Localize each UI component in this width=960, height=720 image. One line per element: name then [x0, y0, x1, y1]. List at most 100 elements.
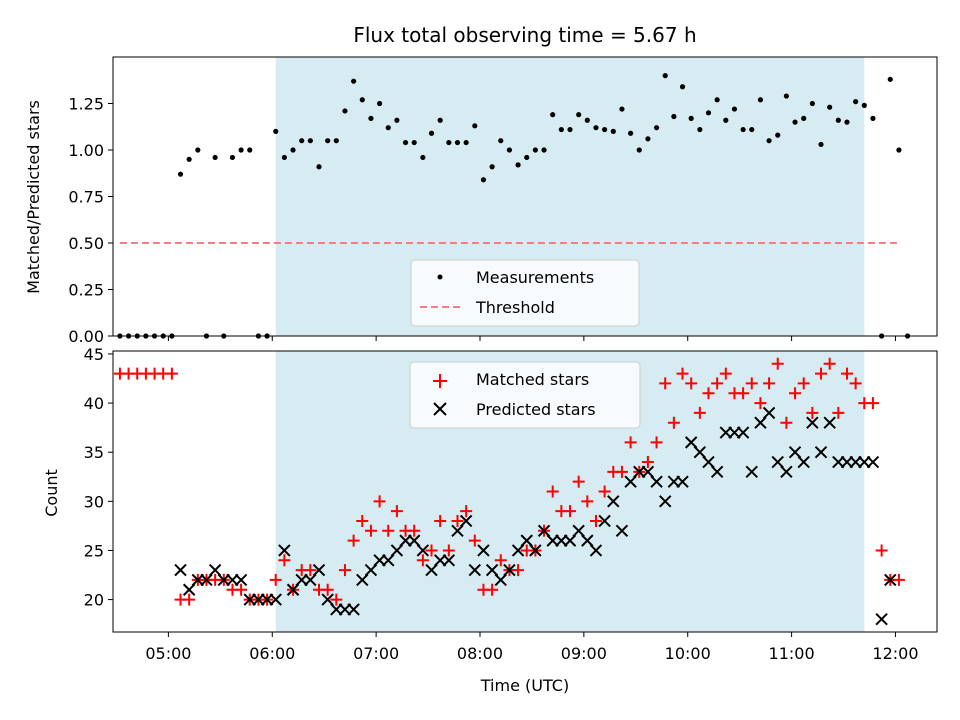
matched-star-point [347, 534, 360, 547]
bottom-x-tick-label: 09:00 [561, 644, 607, 663]
bottom-x-tick-label: 08:00 [457, 644, 503, 663]
measurement-point [385, 125, 391, 131]
measurement-point [238, 147, 244, 153]
measurement-point [844, 119, 850, 125]
measurement-point [602, 126, 608, 133]
predicted-star-point [200, 573, 213, 587]
matched-star-point [494, 554, 507, 567]
matched-star-point [416, 554, 429, 567]
predicted-star-point [520, 534, 533, 547]
measurement-point [299, 138, 305, 144]
top-panel: 0.00 0.25 0.50 0.75 1.00 1.25 Matched/Predict… [24, 56, 938, 346]
matched-star-point [806, 406, 819, 419]
matched-star-point [892, 573, 905, 586]
bottom-y-tick-label: 45 [84, 345, 104, 364]
legend-measurements-marker [437, 274, 443, 280]
predicted-star-point [529, 544, 542, 557]
matched-star-point [183, 593, 196, 606]
matched-star-point [434, 514, 447, 527]
top-y-tick-label: 0.50 [68, 234, 104, 253]
predicted-star-point [866, 455, 880, 469]
measurement-point [610, 128, 616, 134]
matched-star-point [442, 544, 455, 557]
measurement-point [627, 130, 634, 136]
matched-star-point [390, 505, 403, 518]
measurement-point [653, 125, 660, 131]
matched-star-point [650, 436, 663, 449]
bottom-y-ticks: 20 25 30 35 40 45 [84, 345, 113, 610]
predicted-star-point [641, 465, 655, 479]
top-legend: Measurements Threshold [410, 259, 640, 327]
measurement-point [567, 126, 573, 133]
bottom-x-tick-label: 05:00 [145, 644, 191, 663]
bottom-x-tick-label: 12:00 [872, 644, 918, 663]
predicted-star-point [174, 563, 187, 577]
measurement-point [307, 138, 313, 144]
measurement-point [558, 126, 564, 133]
bottom-y-axis-label: Count [42, 469, 61, 517]
predicted-star-point [408, 534, 421, 547]
measurement-point [402, 139, 409, 146]
matched-star-point [512, 564, 525, 577]
bottom-legend-box [409, 361, 641, 429]
measurement-point [532, 147, 538, 153]
measurement-point [576, 112, 582, 118]
measurement-point [506, 147, 513, 153]
predicted-star-point [823, 416, 836, 429]
measurement-point [896, 147, 902, 153]
measurement-point [480, 177, 487, 183]
matched-star-point [546, 485, 559, 498]
matched-star-point [278, 554, 291, 567]
measurement-point [368, 115, 374, 121]
predicted-star-point [745, 465, 758, 479]
measurement-point [757, 97, 764, 103]
measurement-point [541, 147, 547, 153]
top-axes-frame [112, 56, 938, 337]
matched-star-point [564, 505, 577, 518]
measurements-points [117, 73, 911, 339]
matched-star-point [702, 387, 715, 400]
bottom-x-tick-label: 10:00 [665, 644, 711, 663]
measurement-point [671, 113, 677, 120]
predicted-star-point [563, 534, 577, 547]
matched-star-point [364, 524, 377, 537]
bottom-y-tick-label: 40 [84, 394, 104, 413]
measurement-point [827, 104, 833, 110]
measurement-point [775, 132, 781, 138]
matched-star-point [745, 377, 758, 390]
matched-star-point [849, 377, 862, 390]
measurement-point [281, 154, 287, 161]
matched-star-point [832, 406, 845, 419]
predicted-star-point [356, 573, 369, 587]
bottom-x-tick-label: 06:00 [249, 644, 295, 663]
matched-star-point [754, 397, 767, 410]
matched-star-point [624, 436, 637, 449]
measurement-point [645, 136, 651, 142]
matched-star-point [780, 416, 793, 429]
predicted-stars-points [174, 406, 897, 626]
measurement-point [420, 154, 426, 161]
bottom-y-tick-label: 20 [84, 591, 104, 610]
predicted-star-point [762, 406, 776, 420]
bottom-y-tick-label: 35 [84, 443, 104, 462]
measurement-point [731, 106, 738, 112]
predicted-star-point [304, 573, 317, 587]
matched-star-point [598, 485, 611, 498]
predicted-star-point [390, 544, 404, 557]
top-y-tick-label: 1.25 [68, 95, 104, 114]
top-y-tick-label: 0.25 [68, 281, 104, 300]
measurement-point [835, 117, 841, 123]
measurement-point [351, 78, 357, 84]
measurement-point [853, 99, 859, 105]
legend-threshold-label: Threshold [475, 298, 555, 317]
measurement-point [186, 156, 192, 162]
measurement-point [688, 115, 694, 121]
predicted-star-point [234, 573, 248, 587]
measurement-point [437, 117, 443, 123]
matched-star-point [338, 564, 351, 577]
matched-star-point [460, 505, 473, 518]
predicted-star-point [754, 416, 767, 429]
predicted-star-point [581, 534, 594, 547]
measurement-point [524, 154, 530, 161]
predicted-star-point [485, 563, 499, 577]
